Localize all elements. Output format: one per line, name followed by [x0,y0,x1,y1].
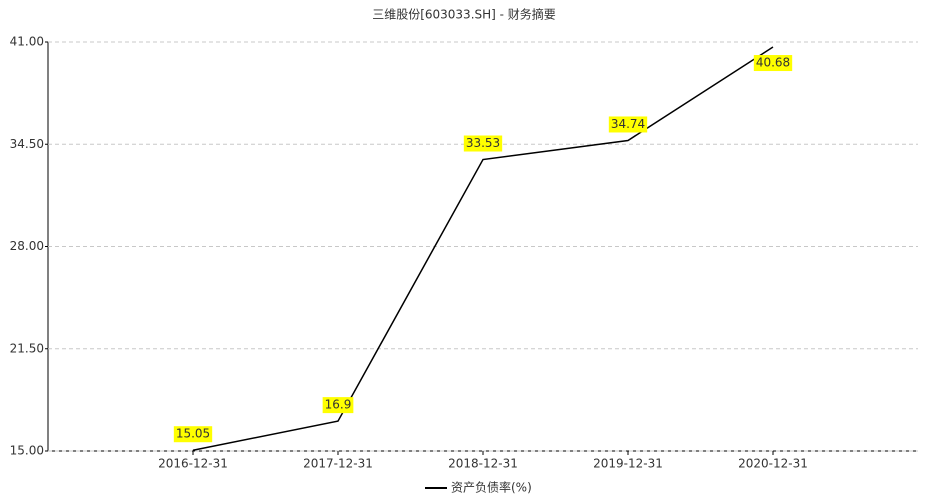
data-label-text: 33.53 [466,136,500,150]
data-label-text: 15.05 [176,427,210,441]
y-tick-label: 34.50 [10,137,44,151]
x-tick-label: 2020-12-31 [738,457,808,471]
y-tick-label: 15.00 [10,444,44,458]
data-label: 15.05 [173,426,213,443]
data-label-bg [463,135,503,152]
data-label-bg [608,116,648,133]
x-tick-label: 2016-12-31 [158,457,228,471]
series-line [192,46,774,451]
data-label-text: 16.9 [325,398,352,412]
data-label-bg [753,55,793,72]
data-label-text: 34.74 [611,117,645,131]
x-tick-label: 2017-12-31 [303,457,373,471]
data-label: 34.74 [608,116,648,133]
legend-label: 资产负债率(%) [451,480,532,495]
data-label: 40.68 [753,55,793,72]
data-label: 16.9 [322,397,354,414]
y-tick-label: 28.00 [10,239,44,253]
data-label: 33.53 [463,135,503,152]
data-label-bg [322,397,354,414]
x-tick-label: 2019-12-31 [593,457,663,471]
chart-title: 三维股份[603033.SH] - 财务摘要 [372,7,556,22]
data-label-text: 40.68 [756,56,790,70]
x-tick-label: 2018-12-31 [448,457,518,471]
y-tick-label: 21.50 [10,341,44,355]
data-label-bg [173,426,213,443]
y-tick-label: 41.00 [10,35,44,49]
